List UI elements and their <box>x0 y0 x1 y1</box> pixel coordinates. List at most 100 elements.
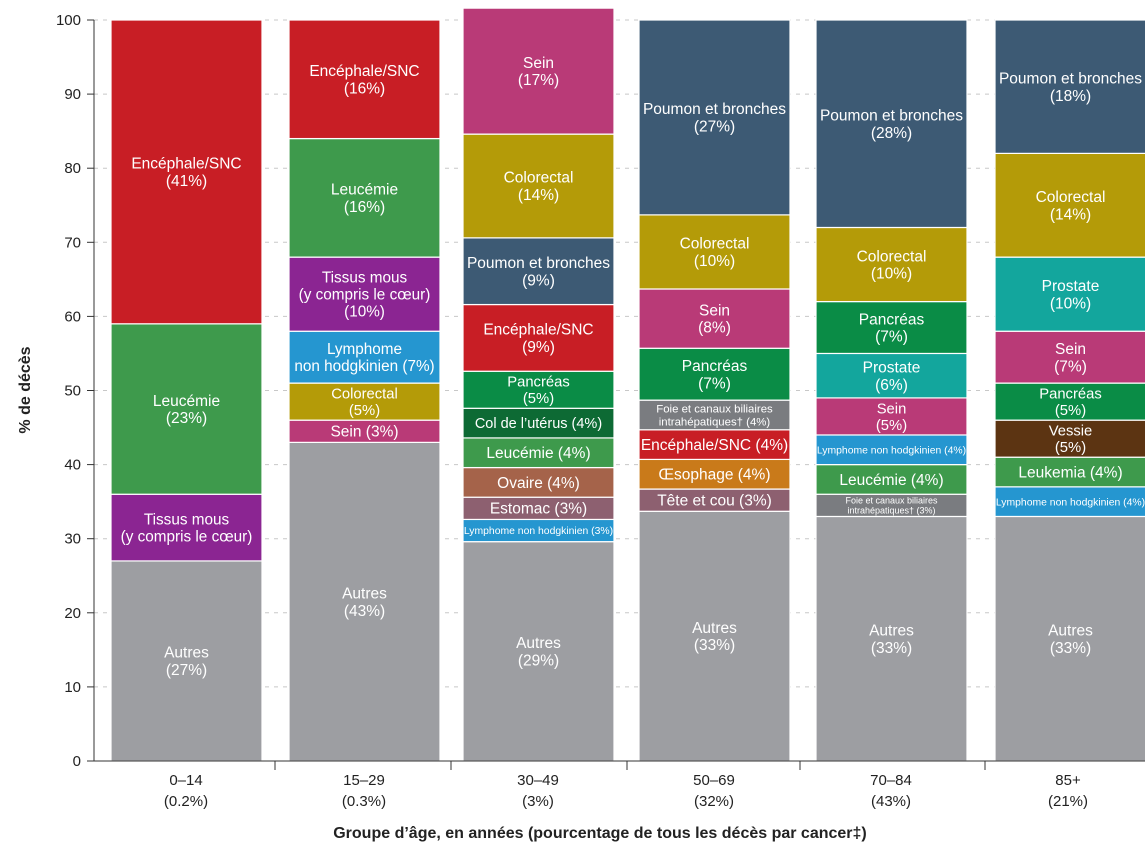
gridlines <box>94 19 1145 688</box>
segment-label: Lymphome non hodgkinien (4%) <box>996 497 1145 508</box>
y-tick-label: 50 <box>64 383 81 400</box>
segment-label: Vessie <box>1049 424 1093 440</box>
segment-label: Tissus mous <box>322 269 408 286</box>
segment-label: (18%) <box>1050 88 1091 105</box>
segment-label: (27%) <box>694 119 735 136</box>
bar-segment <box>815 434 968 466</box>
segment-label: Colorectal <box>680 236 750 253</box>
segment-label: Œsophage (4%) <box>658 467 770 484</box>
bar-segment <box>462 407 615 439</box>
bar-segment <box>110 19 263 325</box>
segment-label: (10%) <box>344 304 385 321</box>
bar-group: Autres(29%) Lymphome non hodgkinien (3%) E… <box>462 7 615 762</box>
segment-label: Ovaire (4%) <box>497 475 580 492</box>
segment-label: Colorectal <box>504 170 574 187</box>
segment-label: Tissus mous <box>144 511 230 528</box>
bar-segment <box>638 458 791 490</box>
segment-label: (7%) <box>1054 358 1087 375</box>
bar-segment <box>288 256 441 332</box>
bar-segment <box>815 515 968 762</box>
bar-segment <box>994 152 1145 258</box>
segment-label: Sein <box>1055 341 1086 358</box>
bar-group: Autres(27%) Tissus mous(y compris le cœur… <box>110 19 263 762</box>
segment-label: Autres <box>869 622 914 639</box>
segment-label: (23%) <box>166 410 207 427</box>
segment-label: (6%) <box>875 377 908 394</box>
x-tick-label: 70–84 <box>870 772 912 789</box>
segment-label: (7%) <box>875 329 908 346</box>
segment-label: Tête et cou (3%) <box>657 493 772 510</box>
segment-label: (28%) <box>871 125 912 142</box>
bar-segment <box>638 288 791 349</box>
segment-label: Colorectal <box>331 387 398 403</box>
segment-label: Encéphale/SNC (4%) <box>641 437 788 454</box>
bar-group: Autres(33%) Lymphome non hodgkinien (4%) L… <box>994 19 1145 762</box>
segment-label: Prostate <box>863 359 921 376</box>
segment-label: Sein <box>523 55 554 72</box>
segment-label: Pancréas <box>859 311 925 328</box>
y-tick-label: 30 <box>64 531 81 548</box>
segment-label: (16%) <box>344 80 385 97</box>
segment-label: (33%) <box>1050 640 1091 657</box>
segment-label: (27%) <box>166 662 207 679</box>
x-tick-label: 0–14 <box>169 772 202 789</box>
segment-label: (8%) <box>698 320 731 337</box>
segment-label: (7%) <box>698 375 731 392</box>
segment-label: Leukemia (4%) <box>1018 464 1122 481</box>
segment-label: Colorectal <box>857 248 927 265</box>
bar-segment <box>638 19 791 216</box>
segment-label: (y compris le cœur) <box>299 287 431 304</box>
segment-label: Lymphome <box>327 341 402 358</box>
segment-label: (y compris le cœur) <box>121 528 253 545</box>
segment-label: (9%) <box>522 272 555 289</box>
segment-label: Foie et canaux biliaires <box>845 495 938 505</box>
y-tick-label: 0 <box>73 753 81 770</box>
bar-segment <box>462 466 615 498</box>
segment-label: Lymphome non hodgkinien (4%) <box>817 445 966 456</box>
segment-label: Sein <box>877 401 907 417</box>
segment-label: Encéphale/SNC <box>131 156 241 173</box>
segment-label: (33%) <box>871 640 912 657</box>
bar-segment <box>994 419 1145 458</box>
bar-segment <box>462 541 615 762</box>
segment-label: Leucémie <box>153 393 220 410</box>
segment-label: Pancréas <box>1039 387 1102 403</box>
segment-label: (10%) <box>694 253 735 270</box>
segment-label: (5%) <box>523 391 554 407</box>
bar-segment <box>462 437 615 469</box>
bar-segment <box>815 226 968 303</box>
bar-segment <box>994 19 1145 154</box>
bar-segment <box>994 456 1145 488</box>
segment-label: non hodgkinien (7%) <box>294 358 434 375</box>
bar-segment <box>994 330 1145 384</box>
bar-group: Autres(43%) Sein (3%) Colorectal(5%) Lympho… <box>288 19 441 762</box>
x-axis: 0–14 (0.2%) 15–29 (0.3%) 30–49 (3%) 50–69 (32%)… <box>94 760 1145 810</box>
bar-segment <box>638 510 791 762</box>
segment-label: Sein <box>699 302 730 319</box>
x-tick-share: (32%) <box>694 793 734 810</box>
segment-label: (17%) <box>518 72 559 89</box>
bar-group: Autres(33%) Tête et cou (3%) Œsophage (4%)… <box>638 19 791 762</box>
segment-label: (9%) <box>522 339 555 356</box>
segment-label: Autres <box>692 620 737 637</box>
segment-label: Colorectal <box>1036 189 1106 206</box>
bar-segment <box>994 382 1145 421</box>
y-tick-label: 90 <box>64 86 81 103</box>
segment-label: Autres <box>1048 622 1093 639</box>
bars: Autres(27%)Tissus mous(y compris le cœur… <box>110 7 1145 762</box>
segment-label: Leucémie <box>331 182 398 199</box>
y-tick-label: 40 <box>64 457 81 474</box>
x-tick-share: (3%) <box>522 793 554 810</box>
x-tick-label: 30–49 <box>517 772 559 789</box>
bar-segment <box>638 399 791 431</box>
x-axis-title: Groupe d’âge, en années (pourcentage de … <box>333 825 867 842</box>
x-tick-share: (0.3%) <box>342 793 386 810</box>
x-tick-label: 50–69 <box>693 772 735 789</box>
y-tick-label: 20 <box>64 605 81 622</box>
segment-label: Sein (3%) <box>330 424 398 441</box>
segment-label: intrahépatiques† (3%) <box>847 506 935 516</box>
bar-segment <box>638 429 791 461</box>
bar-segment <box>815 464 968 495</box>
bar-segment <box>462 133 615 239</box>
